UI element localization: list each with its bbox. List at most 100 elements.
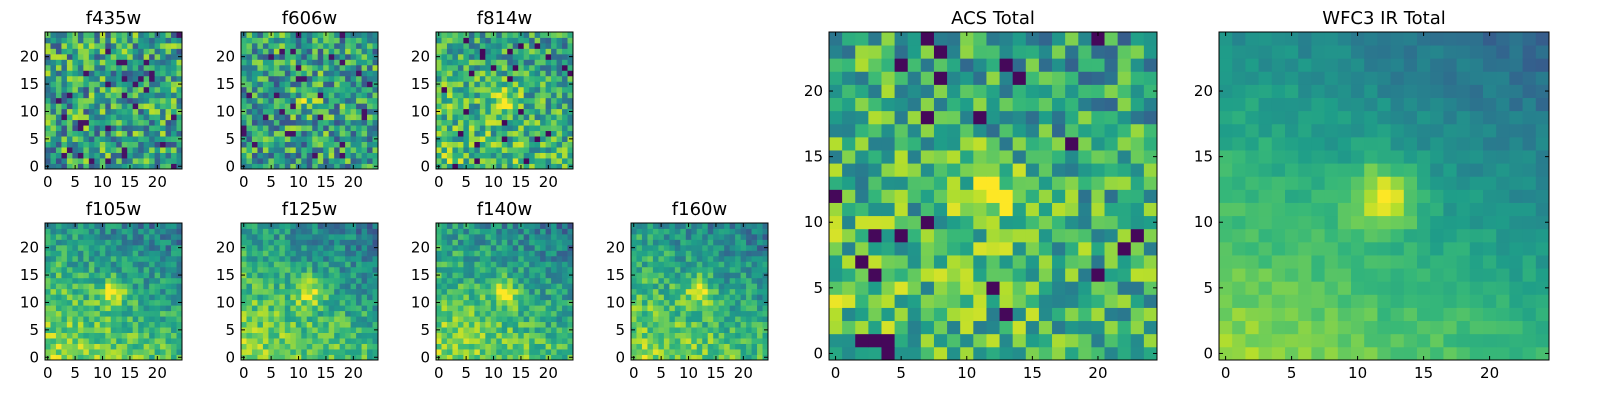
heatmap-cell: [323, 343, 330, 350]
heatmap-cell: [713, 261, 720, 268]
heatmap-cell: [323, 48, 330, 55]
heatmap-cell: [474, 158, 481, 164]
heatmap-cell: [317, 305, 324, 312]
heatmap-cell: [328, 130, 335, 137]
heatmap-cell: [246, 114, 253, 121]
heatmap-cell: [83, 141, 90, 148]
heatmap-cell: [496, 48, 503, 55]
heatmap-cell: [751, 266, 758, 273]
heatmap-cell: [121, 59, 128, 66]
heatmap-cell: [551, 305, 557, 312]
heatmap-cell: [312, 305, 319, 312]
heatmap-cell: [317, 158, 324, 164]
heatmap-cell: [257, 239, 264, 246]
heatmap-cell: [372, 261, 379, 268]
heatmap-cell: [674, 321, 681, 328]
heatmap-cell: [441, 228, 448, 235]
heatmap-cell: [999, 228, 1014, 243]
heatmap-cell: [1038, 307, 1053, 322]
heatmap-cell: [83, 332, 90, 339]
heatmap-cell: [479, 239, 486, 246]
heatmap-cell: [121, 283, 128, 290]
heatmap-cell: [262, 288, 269, 295]
heatmap-cell: [61, 288, 68, 295]
heatmap-cell: [1104, 176, 1119, 190]
heatmap-cell: [132, 64, 139, 71]
heatmap-cell: [999, 255, 1014, 269]
heatmap-cell: [474, 332, 481, 339]
heatmap-cell: [367, 294, 373, 301]
heatmap-cell: [751, 294, 758, 301]
heatmap-cell: [540, 239, 546, 246]
heatmap-cell: [361, 288, 368, 295]
heatmap-cell: [72, 70, 79, 77]
heatmap-cell: [149, 261, 155, 268]
heatmap-cell: [479, 70, 486, 77]
heatmap-cell: [290, 97, 297, 104]
heatmap-cell: [334, 158, 341, 164]
heatmap-cell: [523, 114, 530, 121]
heatmap-cell: [457, 277, 464, 284]
heatmap-cell: [127, 250, 134, 257]
heatmap-cell: [567, 32, 574, 38]
heatmap-cell: [567, 343, 574, 350]
heatmap-cell: [479, 321, 486, 328]
heatmap-cell: [372, 92, 379, 99]
heatmap-cell: [496, 97, 503, 104]
heatmap-cell: [143, 338, 150, 344]
heatmap-cell: [171, 103, 177, 110]
heatmap-cell: [66, 233, 73, 240]
heatmap-cell: [66, 349, 73, 355]
heatmap-cell: [116, 64, 123, 71]
heatmap-cell: [121, 48, 128, 55]
heatmap-cell: [757, 233, 763, 240]
heatmap-cell: [295, 64, 302, 71]
heatmap-cell: [457, 288, 464, 295]
heatmap-cell: [55, 338, 62, 344]
heatmap-cell: [138, 147, 145, 153]
heatmap-cell: [50, 119, 57, 126]
heatmap-cell: [1012, 228, 1027, 243]
heatmap-cell: [279, 147, 286, 153]
heatmap-cell: [490, 305, 497, 312]
heatmap-cell: [55, 239, 62, 246]
heatmap-cell: [345, 239, 351, 246]
heatmap-cell: [485, 239, 492, 246]
heatmap-cell: [529, 81, 536, 88]
heatmap-cell: [696, 266, 703, 273]
heatmap-cell: [463, 37, 470, 44]
heatmap-cell: [105, 59, 112, 66]
heatmap-cell: [262, 310, 269, 317]
heatmap-cell: [1065, 320, 1079, 335]
heatmap-cell: [674, 239, 681, 246]
heatmap-cell: [110, 299, 117, 306]
heatmap-cell: [933, 346, 948, 361]
heatmap-cell: [55, 327, 62, 333]
heatmap-cell: [658, 250, 665, 257]
heatmap-cell: [50, 239, 57, 246]
heatmap-cell: [680, 255, 687, 262]
heatmap-cell: [257, 119, 264, 126]
heatmap-cell: [334, 119, 341, 126]
heatmap-cell: [279, 32, 286, 38]
heatmap-cell: [121, 42, 128, 49]
heatmap-cell: [485, 299, 492, 306]
heatmap-cell: [61, 250, 68, 257]
heatmap-cell: [317, 223, 324, 229]
heatmap-cell: [317, 32, 324, 38]
heatmap-cell: [88, 233, 95, 240]
heatmap-cell: [339, 152, 346, 159]
heatmap-cell: [446, 310, 453, 317]
heatmap-cell: [829, 215, 843, 230]
heatmap-cell: [50, 283, 57, 290]
heatmap-cell: [567, 332, 574, 339]
heatmap-cell: [88, 343, 95, 350]
heatmap-cell: [361, 316, 368, 323]
heatmap-cell: [251, 32, 258, 38]
heatmap-cell: [323, 119, 330, 126]
heatmap-cell: [441, 70, 448, 77]
heatmap-cell: [55, 48, 62, 55]
heatmap-cell: [512, 277, 519, 284]
heatmap-cell: [518, 75, 525, 82]
heatmap-cell: [323, 136, 330, 142]
